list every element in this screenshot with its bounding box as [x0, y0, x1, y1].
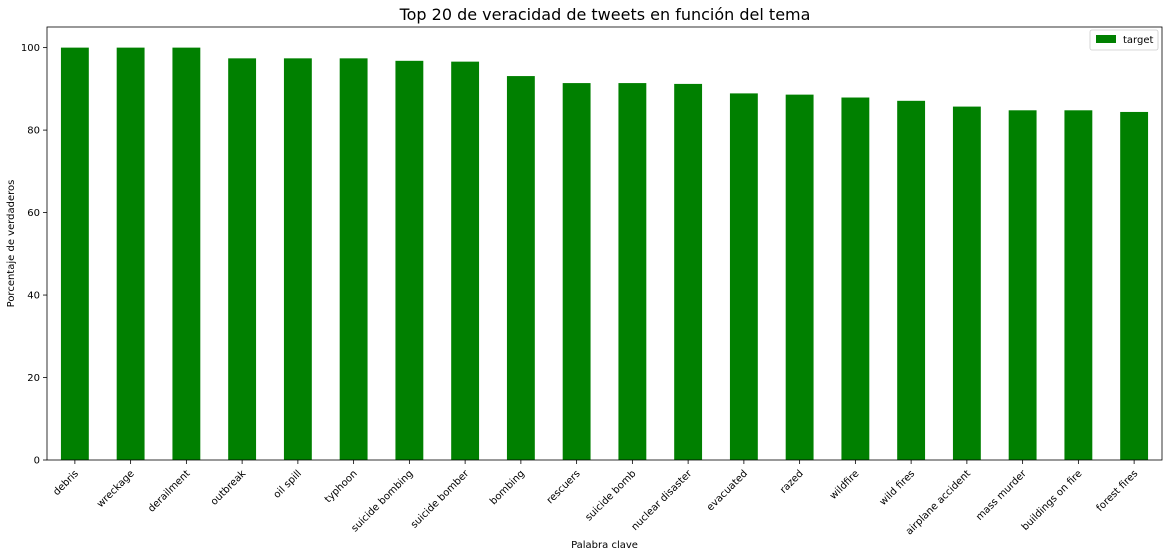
x-tick-label: suicide bombing — [350, 468, 416, 534]
bar-suicide-bomber — [451, 61, 480, 460]
bar-mass-murder — [1008, 110, 1037, 460]
legend: target — [1089, 29, 1159, 51]
bar-airplane-accident — [952, 106, 981, 460]
x-tick-label: suicide bomb — [583, 468, 638, 523]
y-axis-label: Porcentaje de verdaderos — [6, 180, 17, 308]
x-tick-label: wild fires — [878, 468, 917, 507]
bar-debris — [60, 47, 89, 460]
bar-suicide-bomb — [618, 83, 647, 461]
y-axis: 0 20 40 60 80 100 — [21, 43, 47, 467]
bar-wildfire — [841, 97, 870, 460]
x-tick-label: typhoon — [323, 468, 360, 505]
x-tick-label: rescuers — [545, 468, 583, 506]
x-tick-label: wildfire — [828, 468, 862, 502]
x-tick-label: suicide bomber — [409, 468, 472, 531]
x-axis-label: Palabra clave — [571, 540, 638, 551]
bar-typhoon — [339, 58, 368, 461]
bar-wild-fires — [897, 100, 926, 460]
x-tick-label: oil spill — [272, 468, 304, 500]
x-tick-label: outbreak — [209, 468, 249, 508]
x-tick-label: bombing — [488, 468, 527, 507]
chart-title: Top 20 de veracidad de tweets en función… — [399, 5, 811, 24]
bar-bombing — [506, 76, 535, 460]
legend-swatch — [1096, 35, 1116, 43]
bar-buildings-on-fire — [1064, 110, 1093, 460]
x-tick-label: derailment — [146, 468, 192, 514]
bar-outbreak — [228, 58, 257, 461]
bar-forest-fires — [1120, 111, 1149, 461]
bar-derailment — [172, 47, 201, 460]
bar-nuclear-disaster — [674, 83, 703, 460]
bar-wreckage — [116, 47, 145, 460]
plot-frame — [46, 26, 1163, 461]
bar-suicide-bombing — [395, 60, 424, 460]
bars-group — [60, 47, 1149, 461]
x-tick-label: mass murder — [974, 468, 1029, 523]
y-tick-label: 0 — [34, 456, 40, 467]
y-tick-label: 40 — [27, 291, 40, 302]
x-tick-label: nuclear disaster — [630, 468, 695, 533]
x-tick-label: razed — [778, 468, 806, 496]
y-tick-label: 20 — [27, 373, 40, 384]
x-tick-label: evacuated — [705, 468, 750, 513]
x-tick-label: forest fires — [1095, 468, 1141, 514]
x-tick-label: wreckage — [95, 468, 137, 510]
legend-label: target — [1123, 35, 1153, 46]
bar-evacuated — [729, 93, 758, 460]
y-tick-label: 80 — [27, 126, 40, 137]
bar-razed — [785, 94, 814, 460]
y-tick-label: 60 — [27, 208, 40, 219]
x-axis: debris wreckage derailment outbreak oil spil… — [51, 460, 1140, 537]
y-tick-label: 100 — [21, 43, 40, 54]
bar-oil-spill — [283, 58, 312, 461]
x-tick-label: buildings on fire — [1020, 468, 1085, 533]
x-tick-label: debris — [51, 468, 81, 498]
bar-rescuers — [562, 83, 591, 461]
